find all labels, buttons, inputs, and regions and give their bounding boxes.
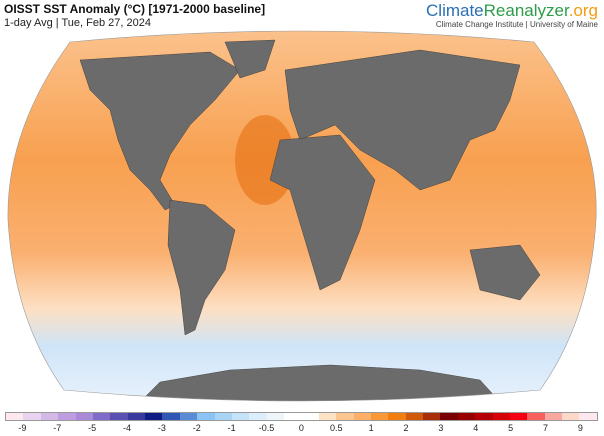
color-scale-legend [5, 412, 598, 421]
legend-swatch [492, 413, 510, 420]
legend-swatch [527, 413, 545, 420]
legend-swatch [353, 413, 371, 420]
legend-swatch [110, 413, 128, 420]
legend-tick: 3 [438, 423, 444, 433]
legend-tick: -4 [123, 423, 132, 433]
legend-swatch [127, 413, 145, 420]
legend-tick: -2 [192, 423, 201, 433]
legend-tick: -0.5 [258, 423, 275, 433]
legend-tick: 9 [577, 423, 583, 433]
australia [469, 244, 541, 301]
antarctica [139, 364, 501, 401]
legend-swatch [266, 413, 284, 420]
legend-tick: -7 [53, 423, 62, 433]
europe-asia [284, 49, 521, 191]
legend-tick: 0 [298, 423, 304, 433]
legend-tick: -5 [88, 423, 97, 433]
map-title: OISST SST Anomaly (°C) [1971-2000 baseli… [4, 2, 266, 16]
legend-swatch [75, 413, 93, 420]
legend-tick: 0.5 [330, 423, 343, 433]
legend-swatch [318, 413, 337, 420]
legend-ticks: -9 -7 -5 -4 -3 -2 -1 -0.5 0 0.5 1 2 3 4 5 7 9 [5, 423, 598, 433]
legend-swatch [197, 413, 215, 420]
greenland [224, 39, 276, 79]
legend-swatch [58, 413, 76, 420]
legend-tick: 4 [473, 423, 479, 433]
legend-swatch [23, 413, 41, 420]
brand-part1: Climate [426, 1, 484, 20]
legend-swatch [370, 413, 389, 420]
legend-swatch [162, 413, 180, 420]
legend-swatch [440, 413, 458, 420]
legend-tick: 1 [368, 423, 374, 433]
land [79, 39, 541, 401]
legend-swatch [92, 413, 111, 420]
legend-swatch [231, 413, 250, 420]
legend-swatch [145, 413, 163, 420]
legend-swatch [284, 413, 302, 420]
brand-part2: Reanalyzer [483, 1, 569, 20]
legend-swatch [388, 413, 406, 420]
institution: Climate Change Institute | University of… [435, 20, 598, 29]
legend-swatch [301, 413, 319, 420]
legend-swatch [457, 413, 476, 420]
legend-swatch [336, 413, 354, 420]
legend-swatch [249, 413, 267, 420]
legend-swatch [562, 413, 580, 420]
legend-tick: 2 [403, 423, 409, 433]
legend-swatch [544, 413, 562, 420]
legend-swatch [214, 413, 232, 420]
legend-tick: -3 [157, 423, 166, 433]
legend-tick: 7 [543, 423, 549, 433]
legend-swatch [405, 413, 423, 420]
map-subtitle: 1-day Avg | Tue, Feb 27, 2024 [4, 17, 151, 29]
legend-swatch [509, 413, 528, 420]
brand-logo[interactable]: ClimateReanalyzer.org [426, 1, 598, 21]
legend-swatch [179, 413, 198, 420]
legend-swatch [475, 413, 493, 420]
map-outline [7, 30, 597, 402]
legend-tick: 5 [508, 423, 514, 433]
south-america [167, 199, 236, 336]
brand-part3: .org [568, 1, 598, 20]
legend-swatch [579, 413, 597, 420]
sst-anomaly-map [7, 30, 597, 402]
legend-swatch [6, 413, 24, 420]
legend-tick: -1 [227, 423, 236, 433]
legend-swatch [423, 413, 441, 420]
legend-swatch [40, 413, 59, 420]
legend-tick: -9 [18, 423, 27, 433]
africa [269, 134, 376, 291]
